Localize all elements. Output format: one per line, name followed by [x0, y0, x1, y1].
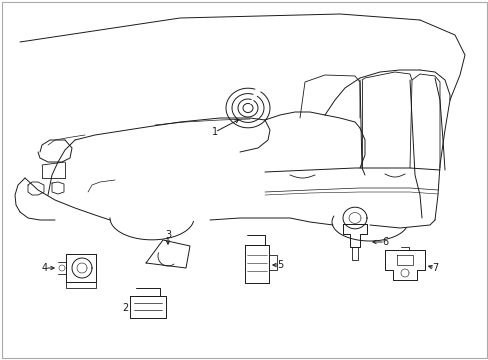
Text: 5: 5 [276, 260, 283, 270]
Text: 3: 3 [164, 230, 171, 240]
Text: 6: 6 [381, 237, 387, 247]
Text: 4: 4 [42, 263, 48, 273]
Text: 1: 1 [211, 127, 218, 137]
Text: 2: 2 [122, 303, 128, 313]
Text: 7: 7 [431, 263, 437, 273]
